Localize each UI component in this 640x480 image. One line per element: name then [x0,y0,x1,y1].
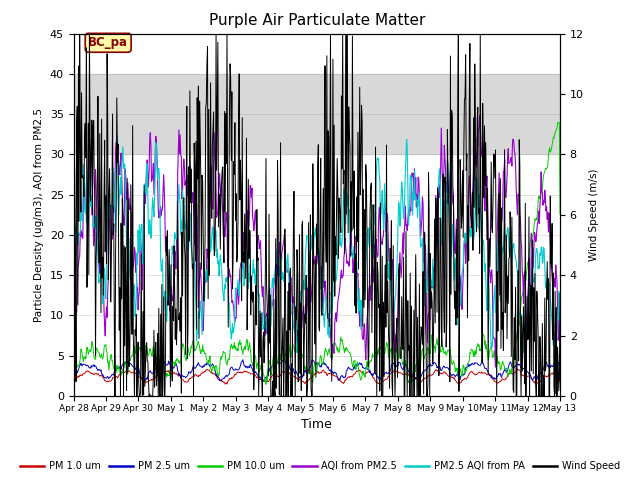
Y-axis label: Wind Speed (m/s): Wind Speed (m/s) [589,168,600,261]
Bar [74,74,560,155]
Legend: PM 1.0 um, PM 2.5 um, PM 10.0 um, AQI from PM2.5, PM2.5 AQI from PA, Wind Speed: PM 1.0 um, PM 2.5 um, PM 10.0 um, AQI fr… [16,457,624,475]
Title: Purple Air Particulate Matter: Purple Air Particulate Matter [209,13,425,28]
Y-axis label: Particle Density (ug/m3), AQI from PM2.5: Particle Density (ug/m3), AQI from PM2.5 [34,108,44,322]
Text: BC_pa: BC_pa [88,36,128,49]
X-axis label: Time: Time [301,418,332,431]
